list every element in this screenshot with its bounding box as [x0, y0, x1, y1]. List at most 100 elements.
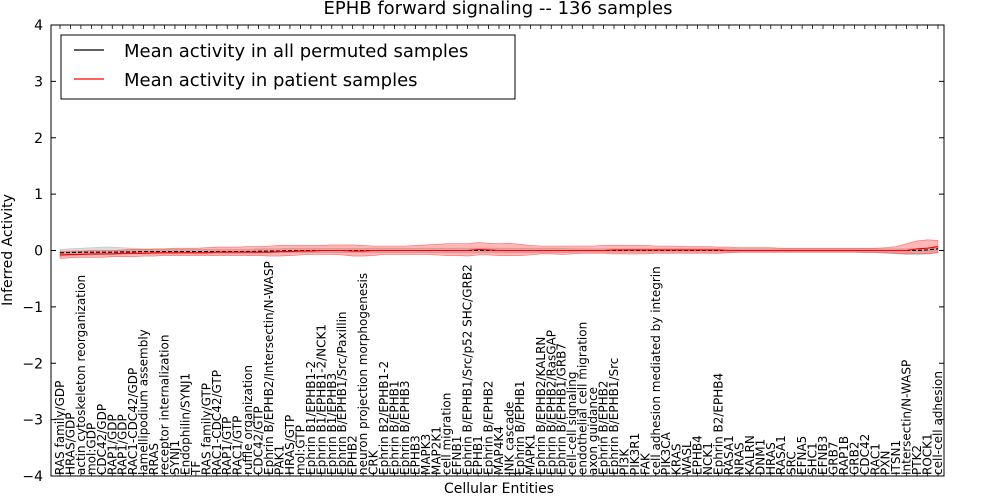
x-tick-label: Ephrin B/EPHB1/GRB7: [555, 343, 569, 475]
y-tick-label: −4: [22, 469, 43, 485]
x-tick-label: SRC: [785, 451, 799, 475]
x-tick-label: EFNB3: [816, 436, 830, 475]
x-tick-label: RASA1: [774, 435, 788, 475]
x-tick-label: PI3K: [617, 448, 631, 475]
x-tick-label: Ephrin B/EPHB3: [398, 381, 412, 475]
x-tick-label: CDC42: [858, 434, 872, 475]
x-tick-label: MAPK1: [523, 434, 537, 475]
x-tick-label: HRAS/GTP: [283, 415, 297, 475]
x-tick-label: endothelial cell migration: [576, 322, 590, 475]
x-tick-label: RAP1B: [837, 436, 851, 475]
x-tick-label: ITSN1: [889, 440, 903, 475]
x-tick-label: KALRN: [743, 435, 757, 475]
x-tick-label: Ephrin B2/EPHB1-2: [377, 361, 391, 475]
legend-label-patient: Mean activity in patient samples: [124, 70, 418, 91]
x-tick-label: cell-cell adhesion: [931, 371, 945, 475]
x-tick-label: EFNB1: [450, 436, 464, 475]
legend-label-permuted: Mean activity in all permuted samples: [124, 41, 468, 62]
x-tick-label: EPHB4: [691, 435, 705, 475]
legend: Mean activity in all permuted samples Me…: [60, 34, 516, 100]
x-tick-label: Ephrin B/EPHB2: [597, 381, 611, 475]
confidence-band-1: [59, 239, 939, 259]
x-tick-label: MAP2K1: [429, 426, 443, 475]
series-line-1: [59, 246, 939, 256]
x-tick-label: RAC1: [868, 443, 882, 475]
x-tick-label: CDC42/GTP: [252, 406, 266, 475]
x-axis: [59, 25, 939, 476]
x-tick-label: HRAS: [764, 442, 778, 475]
x-tick-label: SYNJ1: [168, 440, 182, 475]
chart-title: EPHB forward signaling -- 136 samples: [324, 0, 673, 19]
x-tick-label: Ephrin B/EPHB2/KALRN: [534, 337, 548, 475]
x-tick-label: Ephrin B/EPHB1/Src/p52 SHC/GRB2: [461, 264, 475, 475]
x-tick-label: EPHB1: [471, 435, 485, 475]
x-tick-label: RAC1/GTP: [231, 416, 245, 475]
x-tick-label: ruffle organization: [241, 365, 255, 475]
x-tick-label: Ephrin B/EPHB1/Src: [607, 358, 621, 475]
x-tick-label: FAK: [638, 452, 652, 475]
x-tick-label: JNK cascade: [503, 402, 517, 476]
x-tick-label: Ephrin B/EPHB2/RasGAP: [544, 330, 558, 475]
x-tick-label: PXN: [879, 451, 893, 475]
x-tick-label: RAS family/GTP: [199, 383, 213, 475]
x-axis-label: Cellular Entities: [444, 481, 554, 497]
x-tick-label: PIK3CA: [659, 431, 673, 475]
x-tick-label: CDC42/GDP: [95, 404, 109, 475]
legend-box: [60, 34, 516, 100]
x-tick-label: MAP4K4: [492, 426, 506, 475]
x-tick-label: MAPK3: [419, 434, 433, 475]
x-tick-label: cell migration: [440, 393, 454, 475]
x-tick-label: Ephrin B/EPHB2: [482, 381, 496, 475]
x-tick-label: cell-cell signaling: [565, 372, 579, 476]
y-tick-label: 0: [34, 244, 43, 260]
series-lines: [59, 246, 939, 256]
x-tick-label: Ephrin B1/EPHB1-2/NCK1: [314, 324, 328, 475]
x-tick-label: Endophilin/SYNJ1: [178, 373, 192, 475]
y-tick-label: 1: [34, 187, 43, 203]
x-tick-label: EPHB2: [346, 435, 360, 475]
x-tick-label: mol:GTP: [293, 425, 307, 475]
y-tick-label: −2: [22, 356, 43, 372]
x-tick-label: Ephrin B/EPHB1: [388, 381, 402, 475]
y-tick-label: 3: [34, 74, 43, 90]
x-tick-label: receptor internalization: [158, 335, 172, 475]
x-tick-label: HRAS/GDP: [64, 412, 78, 475]
x-tick-label: RASA1: [722, 435, 736, 475]
x-tick-label: NCK1: [701, 442, 715, 475]
x-tick-label: Ephrin B1/EPHB1-2: [304, 361, 318, 475]
x-tick-label: RAP1/GDP: [116, 414, 130, 475]
x-tick-label: lamellipodium assembly: [137, 329, 151, 475]
x-tick-label: Ephrin B/EPHB1: [513, 381, 527, 475]
x-tick-label: Ephrin B1/EPHB3: [325, 373, 339, 475]
x-tick-label: PTK2: [910, 445, 924, 475]
x-tick-label: axon guidance: [586, 387, 600, 475]
x-tick-label: actin cytoskeleton reorganization: [74, 275, 88, 475]
y-tick-label: 4: [34, 18, 43, 34]
x-tick-label: RAS family/GDP: [53, 381, 67, 475]
x-tick-label: cell adhesion mediated by integrin: [649, 266, 663, 475]
x-tick-label: EFNA5: [795, 436, 809, 475]
x-tick-label: PIK3R1: [628, 433, 642, 475]
x-tick-label: Intersectin/N-WASP: [900, 360, 914, 475]
x-tick-label: RAC1-CDC42/GDP: [126, 368, 140, 475]
x-tick-label: Ephrin B2/EPHB4: [712, 373, 726, 475]
x-tick-label: KRAS: [670, 443, 684, 475]
x-tick-label: RRAS: [147, 443, 161, 475]
x-tick-label: CRK: [367, 449, 381, 475]
x-tick-label: Ephrin B/EPHB1/Src/Paxillin: [335, 311, 349, 475]
x-tick-label: EPHB3: [408, 435, 422, 475]
y-tick-label: 2: [34, 131, 43, 147]
y-axis-label: Inferred Activity: [0, 194, 16, 306]
x-tick-label: PAK1: [273, 445, 287, 475]
x-tick-label: SHC1: [806, 442, 820, 475]
y-axis: −4 −3 −2 −1 0 1 2 3 4: [22, 18, 944, 485]
x-tick-label: TF: [189, 461, 203, 476]
x-tick-label: NRAS: [732, 442, 746, 475]
x-tick-label: Ephrin B/EPHB2/Intersectin/N-WASP: [262, 261, 276, 475]
x-tick-label: RAP1/GTP: [220, 417, 234, 475]
x-tick-label: GRB2: [847, 441, 861, 475]
x-tick-label: neuron projection morphogenesis: [356, 273, 370, 475]
x-tick-label: ROCK1: [921, 433, 935, 475]
